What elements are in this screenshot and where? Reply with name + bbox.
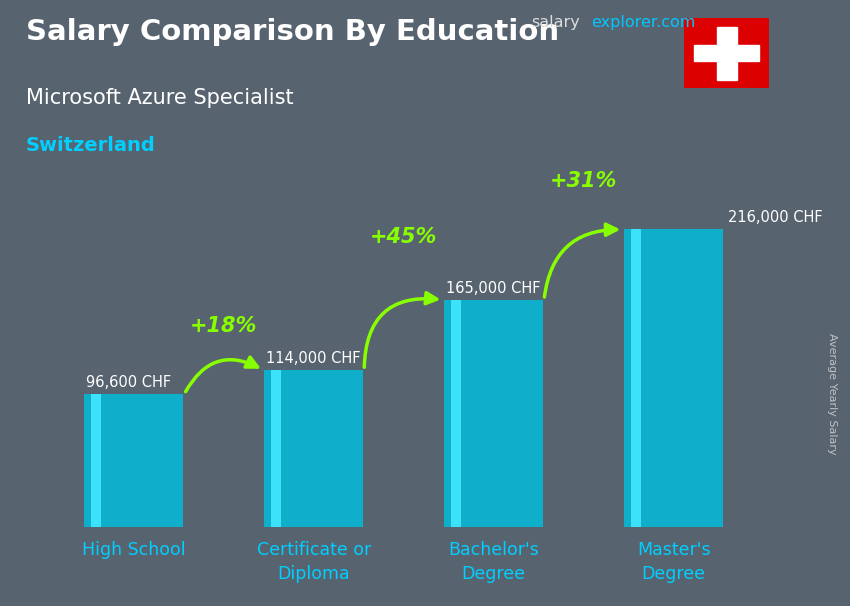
Text: +31%: +31% [550,171,617,191]
Bar [624,230,723,527]
Bar [445,300,543,527]
Bar [694,45,759,61]
Text: explorer.com: explorer.com [591,15,695,30]
Bar [717,27,737,79]
Bar [92,394,101,527]
Text: Average Yearly Salary: Average Yearly Salary [827,333,837,454]
Text: Switzerland: Switzerland [26,136,156,155]
Text: +45%: +45% [370,227,438,247]
Text: Salary Comparison By Education: Salary Comparison By Education [26,18,558,46]
Text: 165,000 CHF: 165,000 CHF [446,281,541,296]
Text: 96,600 CHF: 96,600 CHF [87,375,172,390]
Bar [631,230,641,527]
Text: salary: salary [531,15,580,30]
Text: +18%: +18% [190,316,258,336]
Text: 216,000 CHF: 216,000 CHF [728,210,823,225]
Text: 114,000 CHF: 114,000 CHF [266,351,360,366]
Bar [271,370,281,527]
Bar [264,370,363,527]
Bar [84,394,184,527]
Text: Microsoft Azure Specialist: Microsoft Azure Specialist [26,88,293,108]
Bar [451,300,461,527]
